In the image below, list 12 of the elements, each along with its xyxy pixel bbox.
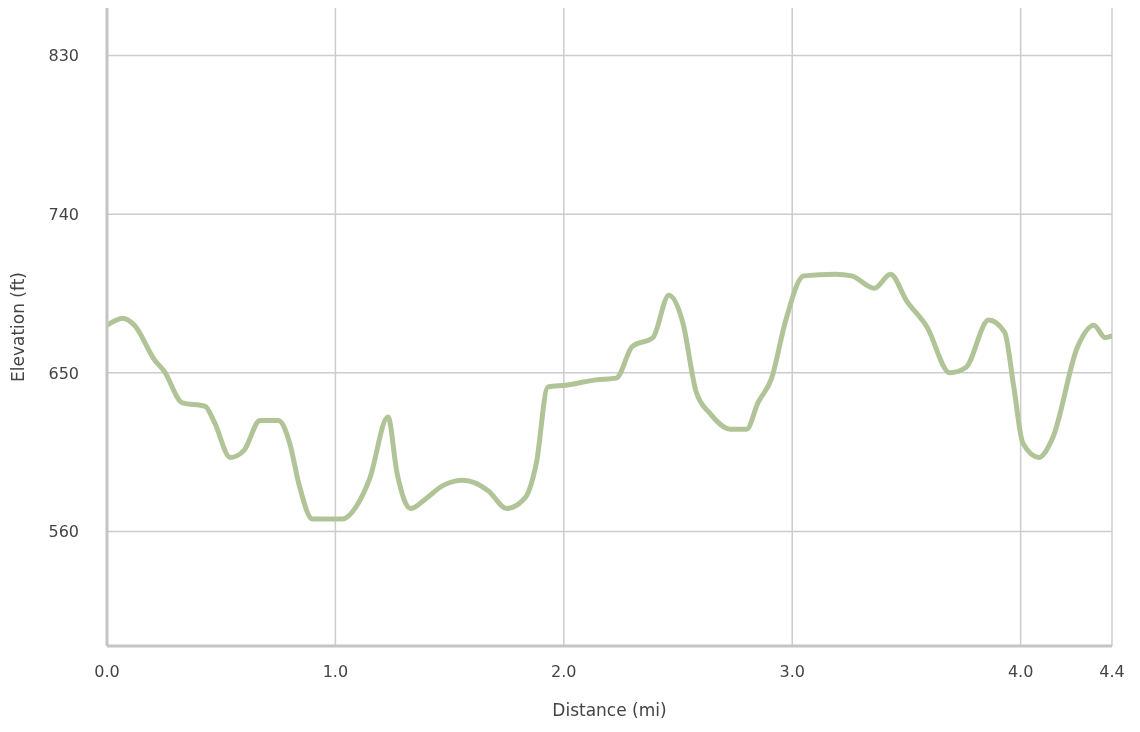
x-tick-label: 3.0 [779,662,805,682]
y-axis-title: Elevation (ft) [8,272,29,382]
x-axis-title: Distance (mi) [552,700,667,720]
x-tick-label: 4.0 [1007,662,1034,682]
y-tick-label: 650 [48,363,79,383]
x-tick-label: 2.0 [551,662,577,682]
x-tick-label: 4.4 [1099,662,1125,682]
x-tick-label: 0.0 [94,662,120,682]
x-tick-label: 1.0 [322,662,349,682]
y-tick-label: 740 [48,204,79,224]
y-tick-label: 830 [48,46,79,66]
y-tick-label: 560 [48,522,79,542]
